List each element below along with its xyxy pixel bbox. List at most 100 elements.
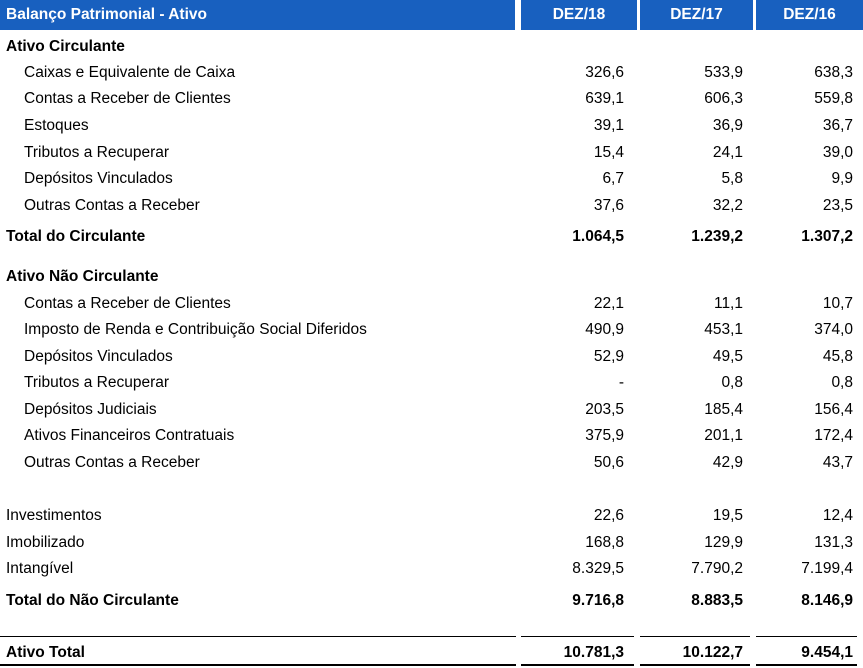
row-label: Ativo Total [6,644,85,661]
table-row: Estoques 39,1 36,9 36,7 [0,114,863,138]
row-label: Contas a Receber de Clientes [24,90,231,107]
table-row: Depósitos Judiciais 203,5 185,4 156,4 [0,398,863,422]
cell-dez17: 5,8 [721,170,743,187]
row-label: Caixas e Equivalente de Caixa [24,64,236,81]
cell-dez18: 1.064,5 [572,228,624,245]
divider [521,636,634,637]
divider [756,664,857,666]
divider [0,636,516,637]
row-label: Depósitos Vinculados [24,348,173,365]
cell-dez18: 15,4 [593,144,624,161]
section-heading-ativo-circulante: Ativo Circulante [0,35,863,59]
cell-dez18: 203,5 [585,401,624,418]
table-row: Imposto de Renda e Contribuição Social D… [0,318,863,342]
table-row: Depósitos Vinculados 52,9 49,5 45,8 [0,345,863,369]
row-label: Intangível [6,560,74,577]
cell-dez17: 11,1 [713,295,743,312]
table-row: Intangível 8.329,5 7.790,2 7.199,4 [0,557,863,581]
cell-dez17: 49,5 [712,348,743,365]
divider [521,664,634,666]
column-header-dez17: DEZ/17 [640,0,753,30]
row-label: Imposto de Renda e Contribuição Social D… [24,321,367,338]
row-label: Contas a Receber de Clientes [24,295,231,312]
column-header-dez18: DEZ/18 [521,0,637,30]
row-label: Ativo Não Circulante [6,268,159,285]
column-header-dez16: DEZ/16 [756,0,863,30]
cell-dez18: 326,6 [585,64,624,81]
cell-dez18: 22,6 [593,507,624,524]
table-row: Outras Contas a Receber 37,6 32,2 23,5 [0,194,863,218]
cell-dez16: 36,7 [822,117,853,134]
table-row: Ativos Financeiros Contratuais 375,9 201… [0,424,863,448]
cell-dez16: 131,3 [814,534,853,551]
table-row: Tributos a Recuperar - 0,8 0,8 [0,371,863,395]
grand-total-row: Ativo Total 10.781,3 10.122,7 9.454,1 [0,641,863,665]
cell-dez17: 606,3 [704,90,743,107]
cell-dez16: 0,8 [831,374,853,391]
cell-dez17: 10.122,7 [682,644,743,661]
row-label: Tributos a Recuperar [24,144,170,161]
cell-dez17: 129,9 [704,534,743,551]
row-label: Estoques [24,117,89,134]
cell-dez17: 36,9 [712,117,743,134]
cell-dez17: 42,9 [712,454,743,471]
row-label: Ativo Circulante [6,38,125,55]
total-row-nao-circulante: Total do Não Circulante 9.716,8 8.883,5 … [0,589,863,613]
cell-dez16: 12,4 [822,507,853,524]
cell-dez17: 1.239,2 [691,228,743,245]
divider [640,664,750,666]
divider [756,636,857,637]
table-row: Caixas e Equivalente de Caixa 326,6 533,… [0,61,863,85]
cell-dez16: 638,3 [814,64,853,81]
row-label: Investimentos [6,507,102,524]
cell-dez16: 172,4 [814,427,853,444]
total-row-circulante: Total do Circulante 1.064,5 1.239,2 1.30… [0,225,863,249]
cell-dez17: 185,4 [704,401,743,418]
cell-dez18: 490,9 [585,321,624,338]
divider [0,664,516,666]
cell-dez18: 50,6 [593,454,624,471]
cell-dez18: 10.781,3 [563,644,624,661]
cell-dez18: 52,9 [593,348,624,365]
cell-dez18: 8.329,5 [572,560,624,577]
cell-dez18: 168,8 [585,534,624,551]
cell-dez16: 10,7 [822,295,853,312]
cell-dez17: 19,5 [712,507,743,524]
cell-dez17: 201,1 [704,427,743,444]
cell-dez16: 43,7 [822,454,853,471]
table-row: Imobilizado 168,8 129,9 131,3 [0,531,863,555]
table-row: Investimentos 22,6 19,5 12,4 [0,504,863,528]
cell-dez17: 453,1 [704,321,743,338]
row-label: Depósitos Judiciais [24,401,157,418]
cell-dez17: 533,9 [704,64,743,81]
row-label: Total do Não Circulante [6,592,179,609]
table-title: Balanço Patrimonial - Ativo [0,0,515,30]
row-label: Outras Contas a Receber [24,197,200,214]
cell-dez16: 23,5 [822,197,853,214]
table-row: Outras Contas a Receber 50,6 42,9 43,7 [0,451,863,475]
row-label: Total do Circulante [6,228,146,245]
cell-dez18: - [618,374,624,391]
row-label: Tributos a Recuperar [24,374,170,391]
table-row: Tributos a Recuperar 15,4 24,1 39,0 [0,141,863,165]
cell-dez16: 156,4 [814,401,853,418]
cell-dez18: 9.716,8 [572,592,624,609]
cell-dez17: 0,8 [721,374,743,391]
row-label: Depósitos Vinculados [24,170,173,187]
cell-dez18: 37,6 [593,197,624,214]
cell-dez16: 39,0 [822,144,853,161]
cell-dez18: 375,9 [585,427,624,444]
section-heading-ativo-nao-circulante: Ativo Não Circulante [0,265,863,289]
cell-dez16: 559,8 [814,90,853,107]
cell-dez16: 374,0 [814,321,853,338]
cell-dez18: 6,7 [602,170,624,187]
cell-dez17: 7.790,2 [691,560,743,577]
cell-dez16: 7.199,4 [801,560,853,577]
table-row: Contas a Receber de Clientes 22,1 11,1 1… [0,292,863,316]
table-row: Depósitos Vinculados 6,7 5,8 9,9 [0,167,863,191]
row-label: Imobilizado [6,534,85,551]
cell-dez16: 9,9 [831,170,853,187]
cell-dez17: 32,2 [712,197,743,214]
cell-dez17: 24,1 [712,144,743,161]
divider [640,636,750,637]
